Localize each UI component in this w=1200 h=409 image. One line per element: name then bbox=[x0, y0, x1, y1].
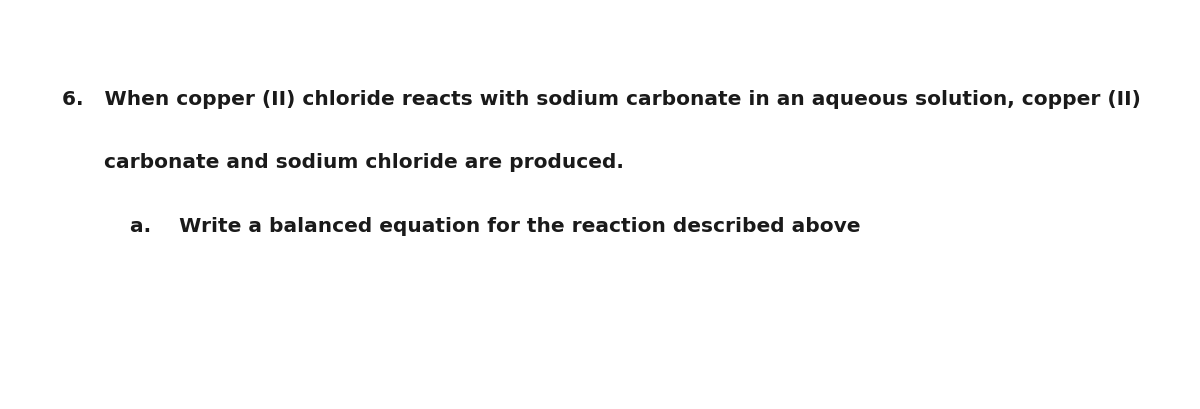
Text: carbonate and sodium chloride are produced.: carbonate and sodium chloride are produc… bbox=[104, 153, 624, 172]
Text: 6.   When copper (II) chloride reacts with sodium carbonate in an aqueous soluti: 6. When copper (II) chloride reacts with… bbox=[62, 90, 1141, 109]
Text: a.    Write a balanced equation for the reaction described above: a. Write a balanced equation for the rea… bbox=[130, 217, 860, 236]
